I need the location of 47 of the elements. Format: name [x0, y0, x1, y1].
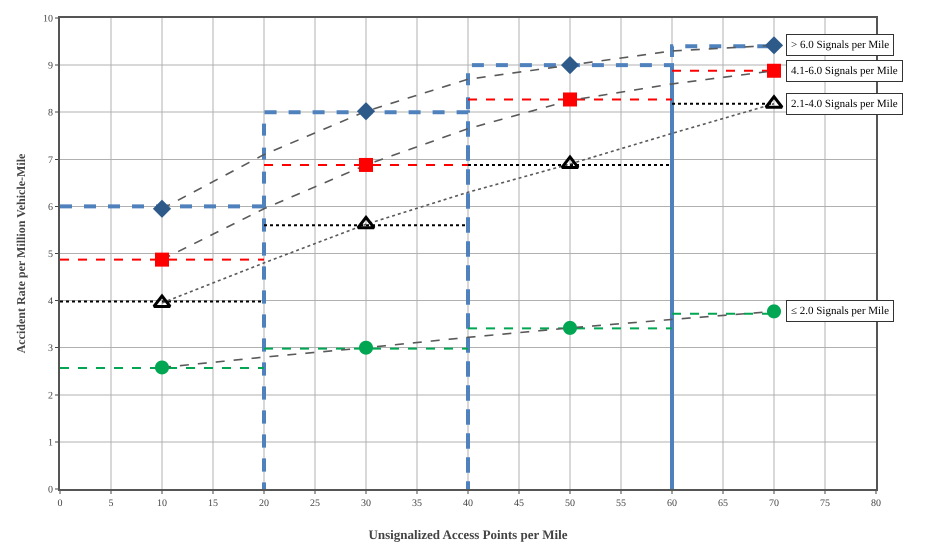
y-tick-label: 6: [48, 202, 53, 213]
y-axis-title: Accident Rate per Million Vehicle-Mile: [14, 152, 28, 354]
series-label: 4.1-6.0 Signals per Mile: [791, 65, 898, 77]
y-tick-label: 9: [48, 60, 53, 72]
point: [359, 158, 373, 172]
x-tick-label: 45: [514, 498, 524, 509]
point: [155, 252, 169, 267]
y-tick-label: 4: [48, 296, 53, 308]
x-tick-label: 25: [310, 498, 320, 509]
y-tick-label: 8: [48, 108, 53, 119]
y-tick-label: 5: [48, 249, 53, 260]
x-axis-title: Unsignalized Access Points per Mile: [368, 527, 568, 542]
x-tick-label: 15: [208, 498, 218, 509]
y-tick-label: 7: [48, 154, 53, 166]
y-tick-label: 0: [48, 484, 53, 496]
series-label: > 6.0 Signals per Mile: [791, 39, 890, 51]
point: [155, 360, 169, 374]
x-tick-label: 55: [616, 498, 626, 509]
x-tick-label: 30: [361, 498, 371, 509]
x-tick-label: 40: [463, 498, 473, 509]
x-tick-label: 5: [108, 498, 114, 509]
point: [356, 102, 376, 120]
y-tick-label: 10: [43, 14, 53, 24]
point: [560, 56, 580, 74]
x-tick-label: 10: [157, 498, 167, 509]
x-tick-label: 20: [259, 498, 269, 509]
x-tick-label: 70: [769, 498, 779, 509]
x-tick-label: 65: [718, 498, 728, 509]
point: [359, 340, 373, 355]
x-tick-label: 75: [820, 498, 830, 509]
y-tick-label: 2: [48, 390, 53, 402]
point: [767, 64, 781, 78]
point: [764, 36, 784, 54]
y-tick-label: 1: [48, 437, 53, 448]
y-tick-label: 3: [48, 343, 53, 354]
series-label: ≤ 2.0 Signals per Mile: [791, 305, 890, 317]
point: [563, 320, 577, 335]
point: [563, 92, 577, 106]
x-tick-label: 35: [412, 498, 422, 509]
point: [767, 304, 781, 318]
series-label: 2.1-4.0 Signals per Mile: [791, 98, 898, 110]
point: [152, 200, 172, 218]
x-tick-label: 60: [667, 498, 677, 509]
x-tick-label: 0: [58, 498, 62, 509]
x-tick-label: 50: [565, 498, 575, 509]
point: [560, 156, 580, 170]
x-tick-label: 80: [871, 498, 881, 509]
